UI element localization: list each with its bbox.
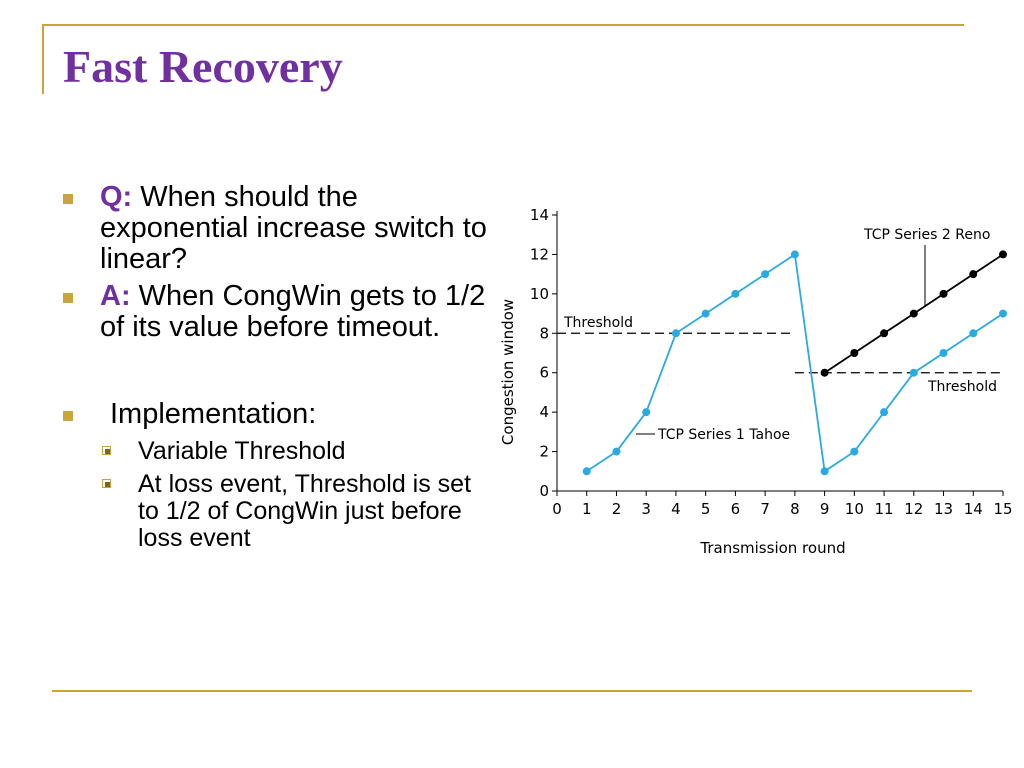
data-point-reno (939, 289, 948, 298)
y-tick-label: 0 (539, 482, 549, 500)
answer-label: A: (100, 280, 131, 312)
y-tick-label: 12 (530, 245, 549, 263)
bullet-square-icon (63, 411, 73, 421)
sub-bullet-text: At loss event, Threshold is set to 1/2 o… (138, 470, 472, 552)
x-tick-label: 15 (993, 500, 1012, 518)
bullet-square-icon (63, 194, 73, 204)
y-tick-label: 4 (539, 403, 549, 421)
data-point-tahoe (909, 368, 918, 377)
data-point-reno (909, 309, 918, 318)
question-label: Q: (100, 181, 133, 213)
slide-frame-top (42, 24, 964, 26)
x-tick-label: 1 (582, 500, 592, 518)
data-point-reno (820, 368, 829, 377)
data-point-tahoe (612, 447, 621, 456)
x-tick-label: 8 (790, 500, 800, 518)
data-point-reno (999, 250, 1007, 259)
x-tick-label: 4 (671, 500, 681, 518)
y-tick-label: 10 (530, 285, 549, 303)
answer-text: When CongWin gets to 1/2 of its value be… (100, 280, 486, 343)
bullet-implementation: Implementation: (60, 399, 500, 430)
data-point-reno (880, 329, 889, 338)
implementation-text: Implementation: (110, 398, 317, 430)
y-tick-label: 14 (530, 206, 549, 224)
x-axis-label: Transmission round (699, 539, 845, 557)
data-point-tahoe (820, 467, 829, 476)
x-tick-label: 11 (875, 500, 894, 518)
sub-bullet-box-icon (102, 479, 111, 488)
data-point-tahoe (671, 329, 680, 338)
x-tick-label: 13 (934, 500, 953, 518)
data-point-reno (969, 270, 978, 279)
series-label-reno: TCP Series 2 Reno (863, 227, 990, 243)
data-point-tahoe (790, 250, 799, 259)
data-point-tahoe (850, 447, 859, 456)
bullet-answer: A: When CongWin gets to 1/2 of its value… (60, 281, 500, 343)
data-point-tahoe (999, 309, 1007, 318)
series-group (582, 250, 1007, 476)
x-tick-label: 12 (904, 500, 923, 518)
data-point-tahoe (880, 408, 889, 417)
x-tick-label: 10 (845, 500, 864, 518)
y-tick-label: 6 (539, 364, 549, 382)
data-point-tahoe (761, 270, 770, 279)
x-tick-label: 14 (964, 500, 983, 518)
bullet-list: Q: When should the exponential increase … (60, 182, 500, 552)
slide-frame-left (42, 24, 44, 94)
sub-bullet-text: Variable Threshold (138, 437, 346, 465)
threshold-label-initial: Threshold (563, 315, 633, 331)
x-tick-label: 5 (701, 500, 711, 518)
data-point-tahoe (969, 329, 978, 338)
x-tick-label: 3 (641, 500, 651, 518)
series-label-tahoe: TCP Series 1 Tahoe (657, 427, 790, 443)
y-tick-label: 8 (539, 324, 549, 342)
sub-bullet-variable-threshold: Variable Threshold (60, 438, 500, 465)
question-text: When should the exponential increase swi… (100, 181, 487, 275)
data-point-tahoe (582, 467, 591, 476)
data-point-tahoe (701, 309, 710, 318)
data-point-tahoe (642, 408, 651, 417)
series-line-tahoe (586, 252, 1004, 473)
x-tick-label: 7 (760, 500, 770, 518)
slide-title: Fast Recovery (63, 41, 343, 92)
x-tick-label: 6 (731, 500, 741, 518)
slide-frame-bottom (52, 690, 972, 692)
data-point-tahoe (731, 289, 740, 298)
bullet-question: Q: When should the exponential increase … (60, 182, 500, 275)
x-tick-label: 9 (820, 500, 830, 518)
y-axis-label: Congestion window (499, 299, 517, 445)
x-tick-label: 2 (612, 500, 622, 518)
sub-bullet-box-icon (102, 446, 111, 455)
sub-bullet-loss-event: At loss event, Threshold is set to 1/2 o… (60, 471, 498, 552)
threshold-label-reset: Threshold (927, 379, 997, 395)
x-tick-label: 0 (552, 500, 562, 518)
bullet-square-icon (63, 293, 73, 303)
data-point-reno (850, 349, 859, 357)
y-tick-label: 2 (539, 443, 549, 461)
data-point-tahoe (939, 349, 948, 357)
